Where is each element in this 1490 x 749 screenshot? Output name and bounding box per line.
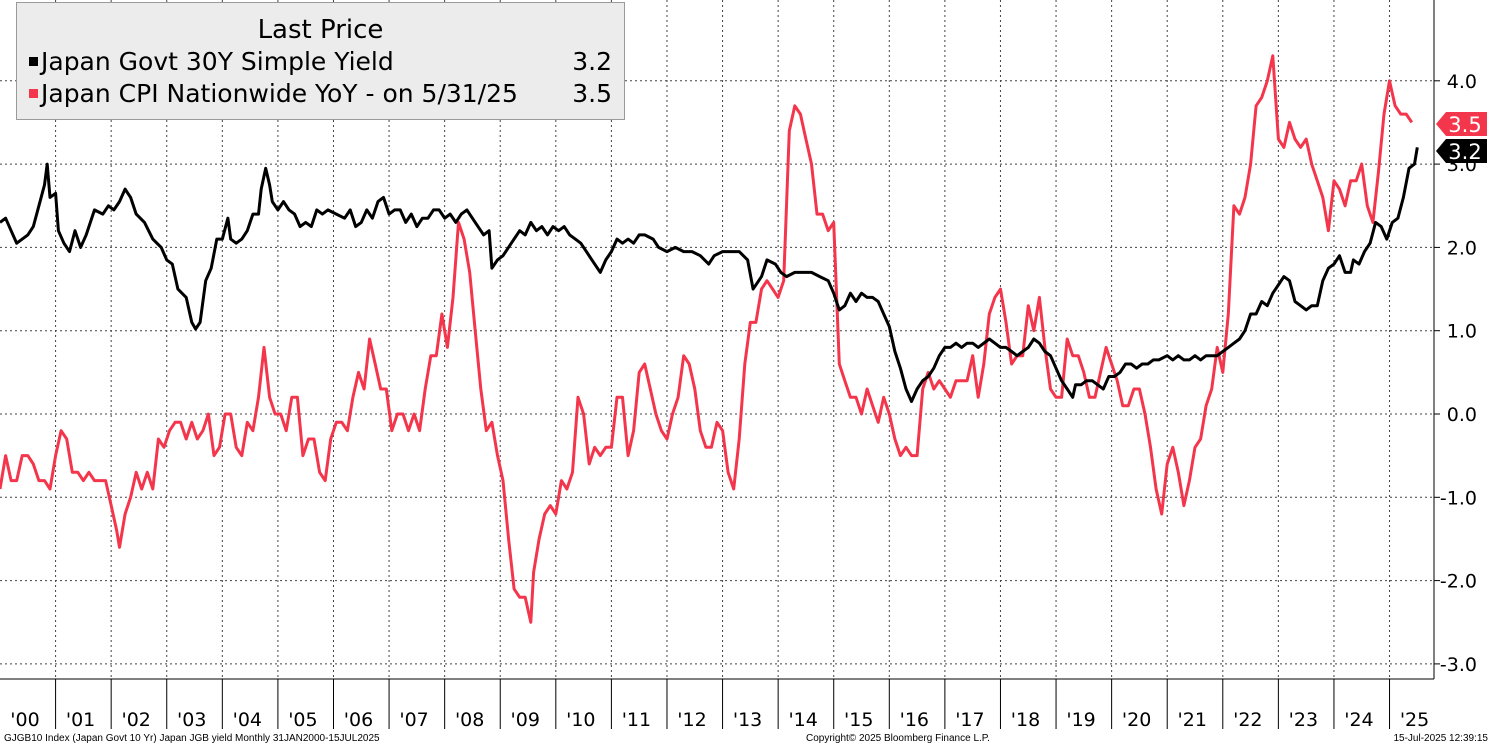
y-tick-label: -3.0 <box>1440 654 1477 676</box>
legend-swatch-red <box>29 88 38 98</box>
legend-title: Last Price <box>257 15 384 45</box>
x-tick-label: '08 <box>455 709 484 731</box>
footer-copyright: Copyright© 2025 Bloomberg Finance L.P. <box>806 733 990 744</box>
x-tick-label: '15 <box>844 709 873 731</box>
series-line-jgb30y <box>0 147 1419 403</box>
y-tick-label: -2.0 <box>1440 571 1477 593</box>
x-tick-label: '19 <box>1066 709 1095 731</box>
footer-timestamp: 15-Jul-2025 12:39:15 <box>1393 733 1488 744</box>
x-tick-label: '14 <box>788 709 817 731</box>
x-tick-label: '24 <box>1344 709 1373 731</box>
legend-entry-jgb30y: Japan Govt 30Y Simple Yield 3.2 <box>29 47 612 79</box>
legend-value: 3.5 <box>572 79 612 108</box>
series-lines <box>0 54 1419 624</box>
x-tick-label: '21 <box>1178 709 1207 731</box>
y-tick-label: -1.0 <box>1440 487 1477 509</box>
x-tick-label: '06 <box>344 709 373 731</box>
x-tick-label: '00 <box>10 709 39 731</box>
legend-entry-cpi: Japan CPI Nationwide YoY - on 5/31/25 3.… <box>29 79 612 111</box>
last-value-tag-bg <box>1436 139 1487 163</box>
x-tick-label: '25 <box>1400 709 1429 731</box>
legend-value: 3.2 <box>572 47 612 76</box>
x-tick-label: '07 <box>399 709 428 731</box>
y-tick-label: 0.0 <box>1447 404 1477 426</box>
x-tick-label: '17 <box>955 709 984 731</box>
x-tick-label: '11 <box>622 709 651 731</box>
x-tick-label: '23 <box>1289 709 1318 731</box>
x-tick-label: '05 <box>288 709 317 731</box>
x-tick-label: '03 <box>177 709 206 731</box>
x-tick-label: '22 <box>1233 709 1262 731</box>
last-value-tag: 3.5 <box>1436 112 1487 137</box>
x-tick-label: '13 <box>733 709 762 731</box>
y-tick-label: 1.0 <box>1447 321 1477 343</box>
last-value-tags: 3.53.2 <box>1436 112 1487 164</box>
legend-swatch-black <box>29 56 38 66</box>
x-tick-label: '16 <box>900 709 929 731</box>
x-tick-label: '01 <box>66 709 95 731</box>
x-tick-label: '09 <box>511 709 540 731</box>
x-tick-label: '18 <box>1011 709 1040 731</box>
last-value-tag-label: 3.5 <box>1448 113 1481 137</box>
legend-box: Last Price Japan Govt 30Y Simple Yield 3… <box>16 2 625 120</box>
x-tick-label: '04 <box>233 709 262 731</box>
y-tick-label: 4.0 <box>1447 71 1477 93</box>
x-tick-label: '10 <box>566 709 595 731</box>
footer-source: GJGB10 Index (Japan Govt 10 Yr) Japan JG… <box>4 733 380 744</box>
y-tick-label: 2.0 <box>1447 237 1477 259</box>
x-tick-label: '02 <box>121 709 150 731</box>
gridlines <box>0 0 1435 680</box>
x-tick-label: '12 <box>677 709 706 731</box>
legend-label: Japan CPI Nationwide YoY - on 5/31/25 <box>41 79 518 108</box>
last-value-tag-bg <box>1436 112 1487 136</box>
last-value-tag: 3.2 <box>1436 139 1487 164</box>
x-tick-label: '20 <box>1122 709 1151 731</box>
series-line-cpi <box>0 54 1414 624</box>
last-value-tag-label: 3.2 <box>1448 140 1481 164</box>
x-axis: '00 '01 '02 '03 '04 '05 '06 '07 '08 '09 '10 '11 '12 '… <box>10 679 1429 731</box>
legend-label: Japan Govt 30Y Simple Yield <box>41 47 394 76</box>
